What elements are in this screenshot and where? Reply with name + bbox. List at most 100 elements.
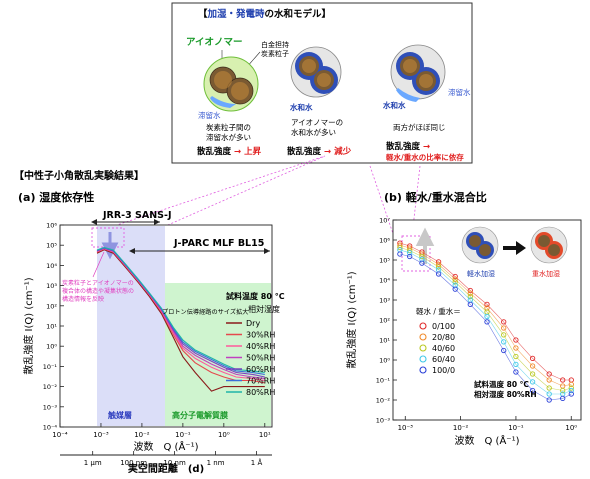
x-tick-label: 10⁰ <box>218 431 230 439</box>
catalyst-layer-label: 触媒層 <box>108 410 132 420</box>
panel-a: 10⁻⁴ 10⁻³ 10⁻² 10⁻¹ 10⁰ 10¹ 10⁻⁴10⁻³10⁻²10⁻¹1… <box>22 210 285 475</box>
data-point <box>467 301 473 308</box>
panel-b-title: (b) 軽水/重水混合比 <box>384 190 487 204</box>
y-tick-label: 10¹ <box>46 323 57 331</box>
data-point <box>419 256 425 262</box>
data-point <box>435 264 442 270</box>
section-title: 【中性子小角散乱実験結果】 <box>14 169 144 182</box>
hydration-water-label-3: 水和水 <box>383 100 406 110</box>
y-tick-label: 10⁶ <box>46 222 57 230</box>
real-space-tick-label: 1 Å <box>251 458 263 467</box>
y-tick-label: 10³ <box>46 282 57 290</box>
series-line <box>96 246 265 374</box>
x-tick-label: 10⁻² <box>453 424 469 432</box>
real-space-label: 実空間距離 (d) <box>128 462 204 475</box>
panel-a-y-ticks: 10⁻⁴ 10⁻³ 10⁻² 10⁻¹ 10⁰ 10¹ 10² 10³ 10⁴ 10⁵ 10⁶ <box>43 222 64 432</box>
data-point <box>407 253 413 260</box>
legend-marker <box>419 333 427 341</box>
y-tick-label: 10² <box>46 302 57 310</box>
data-point <box>501 332 507 338</box>
legend-label: 20/80 <box>432 333 455 342</box>
y-tick-label: 10⁻² <box>43 383 58 391</box>
legend-marker <box>419 322 427 330</box>
panel-b-x-ticks: 10⁻³ 10⁻² 10⁻¹ 10⁰ <box>398 416 577 432</box>
y-tick-label: 10⁵ <box>46 242 57 250</box>
data-point <box>452 286 458 292</box>
panel-a-ylabel: 散乱強度 I(Q) (cm⁻¹) <box>22 277 35 374</box>
y-tick-label: 10² <box>379 317 390 325</box>
legend-label: 100/0 <box>432 366 455 375</box>
model-particle-both <box>390 44 446 102</box>
legend-label: 70%RH <box>246 377 275 386</box>
data-point <box>452 279 458 285</box>
data-point <box>546 371 552 377</box>
y-tick-label: 10⁻² <box>376 397 391 405</box>
model-desc-2: アイオノマーの水和水が多い <box>291 118 343 137</box>
x-tick-label: 10⁻¹ <box>175 431 191 439</box>
data-point <box>513 369 519 375</box>
data-point <box>568 387 574 394</box>
data-point <box>568 385 574 391</box>
model-result-3-detail: 軽水/重水の比率に依存 <box>386 152 464 162</box>
panel-b-y-ticks: 10⁻³ 10⁻² 10⁻¹ 10⁰ 10¹ 10² 10³ 10⁴ 10⁵ 10⁶ 10⁷ <box>376 217 397 425</box>
hydration-model-box: 【加湿・発電時の水和モデル】 アイオノマー 白金担持炭素粒子 滞留水 炭素粒子間… <box>171 2 473 164</box>
panel-b-cond-1: 試料温度 80 °C <box>474 379 529 389</box>
legend-label: 40%RH <box>246 342 275 351</box>
legend-marker <box>419 355 427 363</box>
legend-label: 80%RH <box>246 388 275 397</box>
up-arrow-icon <box>415 227 435 264</box>
legend-marker <box>419 344 427 352</box>
y-tick-label: 10⁴ <box>46 262 57 270</box>
y-tick-label: 10⁶ <box>379 237 390 245</box>
panel-b: 10⁻³ 10⁻² 10⁻¹ 10⁰ 10⁻³ 10⁻² 10⁻¹ 10⁰ 10¹ 10² 10³… <box>345 217 582 447</box>
model-desc-3: 両方がほぼ同じ <box>393 122 446 132</box>
real-space-tick-label: 10 nm <box>163 459 186 467</box>
legend-label: 40/60 <box>432 344 455 353</box>
y-tick-label: 10⁻¹ <box>376 377 391 385</box>
heavy-water-label: 重水加湿 <box>532 269 560 278</box>
legend-label: Dry <box>246 319 260 328</box>
y-tick-label: 10³ <box>379 297 390 305</box>
legend-label: 0/100 <box>432 322 455 331</box>
hydration-water-label-2: 水和水 <box>290 102 313 112</box>
y-tick-label: 10⁴ <box>379 277 390 285</box>
membrane-region <box>165 283 271 426</box>
panel-b-series <box>397 240 574 403</box>
y-tick-label: 10⁻⁴ <box>43 424 58 432</box>
data-point <box>529 355 536 362</box>
data-point <box>546 377 552 383</box>
panel-a-annotation: 炭素粒子とアイオノマーの複合体の構造や凝集状態の構造情報を反映 <box>62 279 134 303</box>
data-point <box>452 273 458 280</box>
x-tick-label: 10⁻³ <box>398 424 414 432</box>
jparc-label: J-PARC MLF BL15 <box>173 238 264 249</box>
data-point <box>513 345 519 351</box>
y-tick-label: 10⁻³ <box>376 417 391 425</box>
real-space-ticks: 1 μm 100 nm 10 nm 1 nm 1 Å <box>84 451 263 467</box>
membrane-label: 高分子電解質膜 <box>172 410 228 420</box>
legend-label: 50%RH <box>246 354 275 363</box>
data-point <box>568 381 574 388</box>
data-point <box>467 290 473 296</box>
model-desc-1: 炭素粒子間の滞留水が多い <box>206 122 251 142</box>
stagnant-water-label-3: 滞留水 <box>448 87 471 97</box>
model-particle-hydration-water <box>290 46 342 98</box>
series-line <box>399 247 572 391</box>
series-line <box>399 249 572 395</box>
inset-arrow-icon <box>503 241 526 255</box>
model-result-3: 散乱強度 → <box>386 141 430 152</box>
data-point <box>529 363 536 369</box>
series-line <box>399 253 572 401</box>
data-point <box>419 253 425 260</box>
data-point <box>529 371 536 377</box>
y-tick-label: 10⁰ <box>46 343 57 351</box>
light-water-label: 軽水加湿 <box>467 269 495 278</box>
real-space-tick-label: 1 μm <box>84 459 102 467</box>
water-inset <box>461 226 568 264</box>
series-line <box>96 249 265 392</box>
y-tick-label: 10⁷ <box>379 217 390 225</box>
data-point <box>435 271 442 277</box>
data-point <box>452 282 458 288</box>
data-point <box>513 353 519 360</box>
annotation-leader <box>92 251 105 278</box>
panel-a-legend: Dry 30%RH 40%RH 50%RH 60%RH 70%RH 80%RH <box>226 319 275 397</box>
